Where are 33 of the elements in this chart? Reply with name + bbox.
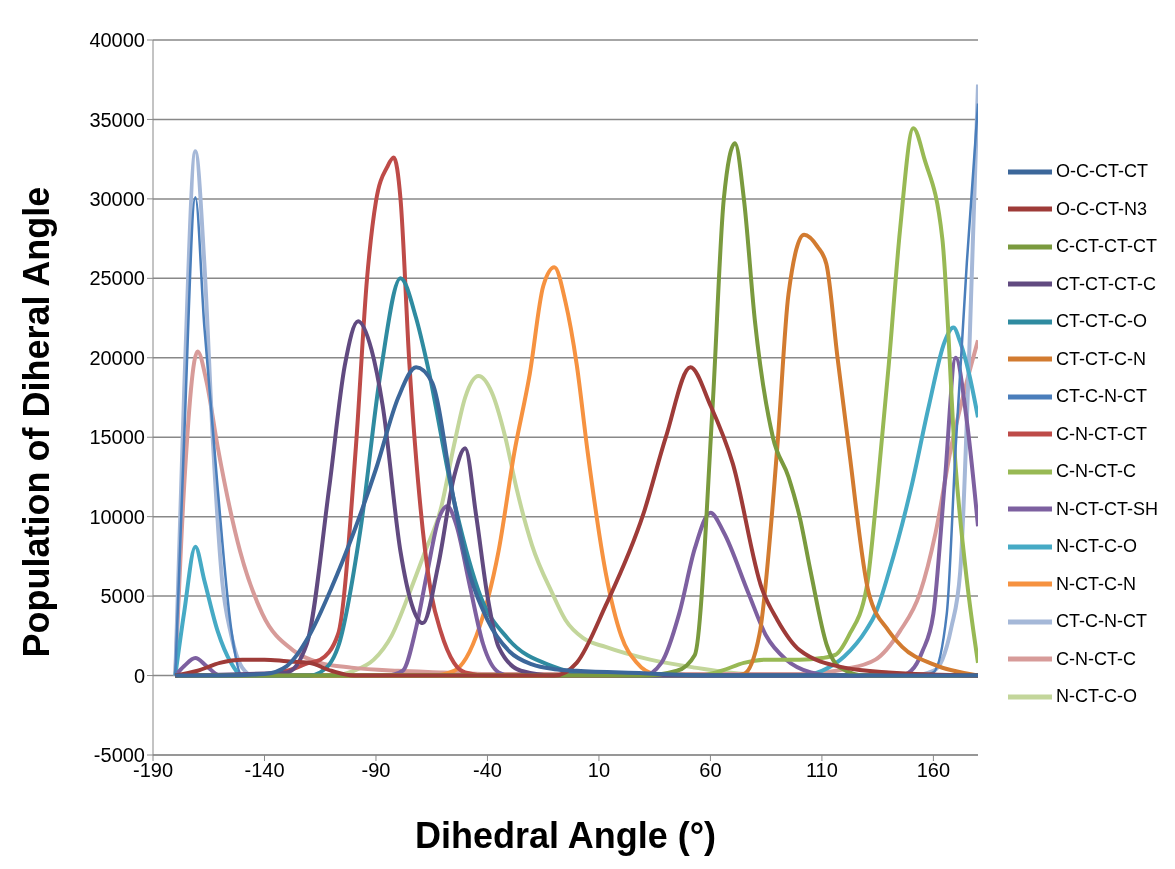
y-tick-label: 5000 (100, 585, 145, 608)
legend-label: CT-CT-C-O (1056, 311, 1147, 332)
legend-label: N-CT-CT-SH (1056, 498, 1158, 520)
x-tick-label: -90 (361, 759, 391, 782)
y-tick-label: 15000 (89, 426, 145, 449)
x-axis-title: Dihedral Angle (°) (414, 815, 717, 856)
y-tick-label: 20000 (89, 346, 145, 369)
legend-label: N-CT-C-O (1056, 686, 1137, 707)
legend-label: N-CT-C-O (1056, 536, 1137, 557)
legend-label: N-CT-C-N (1056, 573, 1136, 595)
legend-label: C-CT-CT-CT (1056, 236, 1157, 257)
x-tick-label: 10 (587, 759, 611, 782)
y-tick-label: 30000 (89, 187, 145, 210)
y-tick-label: 40000 (89, 29, 145, 52)
y-tick-label: 25000 (89, 267, 145, 290)
y-axis-title: Population of Diheral Angle (15, 186, 57, 658)
y-tick-label: 10000 (89, 505, 145, 528)
y-tick-label: 0 (133, 664, 145, 687)
legend-label: C-N-CT-C (1056, 461, 1136, 482)
legend-label: C-N-CT-CT (1056, 423, 1147, 445)
x-tick-label: -40 (473, 759, 502, 782)
legend-label: CT-CT-CT-C (1056, 273, 1156, 295)
x-tick-label: 110 (805, 759, 838, 782)
x-tick-label: -140 (244, 759, 285, 782)
legend-label: CT-C-N-CT (1056, 611, 1147, 632)
legend-label: CT-C-N-CT (1056, 386, 1147, 407)
legend-label: CT-CT-C-N (1056, 348, 1146, 370)
x-tick-label: 60 (699, 759, 722, 782)
legend-label: O-C-CT-N3 (1056, 198, 1147, 220)
legend-label: O-C-CT-CT (1056, 161, 1148, 182)
y-tick-label: 35000 (89, 108, 145, 131)
legend-label: C-N-CT-C (1056, 648, 1136, 670)
x-tick-label: 160 (916, 759, 951, 782)
